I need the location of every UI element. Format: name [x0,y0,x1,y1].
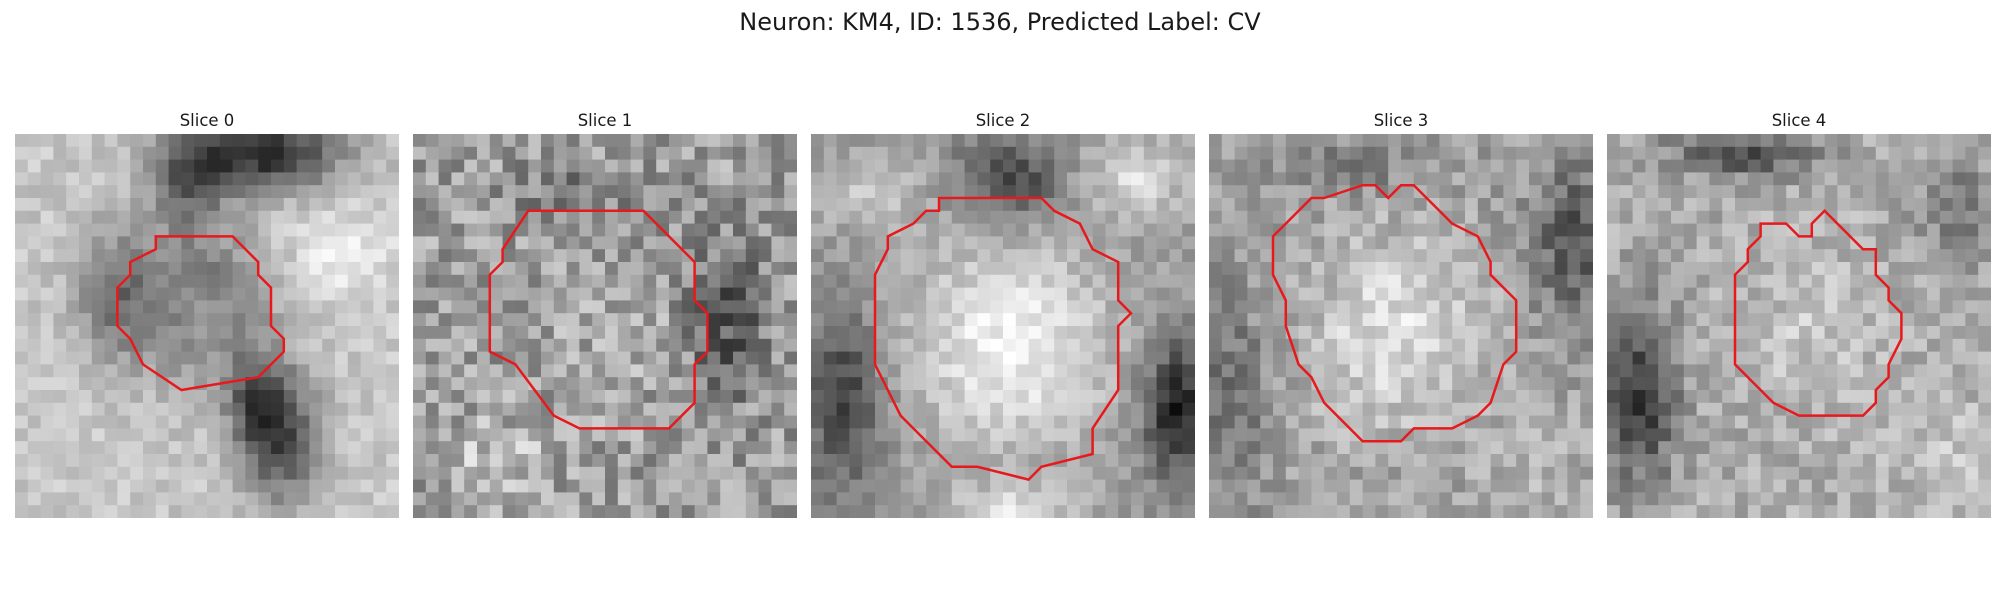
slice-title: Slice 1 [577,111,633,130]
slice-image [15,134,399,518]
slice-panel-1: Slice 1 [413,108,797,518]
slice-panel-4: Slice 4 [1607,108,1991,518]
slice-panel-2: Slice 2 [811,108,1195,518]
slice-image [1607,134,1991,518]
slice-panel-0: Slice 0 [15,108,399,518]
slice-panel-3: Slice 3 [1209,108,1593,518]
grayscale-pixels [1607,134,1991,518]
neuron-contour [1271,183,1518,443]
neuron-contour [873,196,1133,481]
neuron-contour [488,209,709,430]
slice-title: Slice 3 [1373,111,1429,130]
slice-image [811,134,1195,518]
slice-title: Slice 2 [975,111,1031,130]
grayscale-pixels [811,134,1195,518]
neuron-contour [1733,209,1903,417]
grayscale-pixels [15,134,399,518]
grayscale-pixels [1209,134,1593,518]
slice-image [1209,134,1593,518]
slice-title: Slice 4 [1771,111,1827,130]
grayscale-pixels [413,134,797,518]
figure-title: Neuron: KM4, ID: 1536, Predicted Label: … [739,8,1261,36]
neuron-contour [116,235,286,392]
slice-title: Slice 0 [179,111,235,130]
slice-image [413,134,797,518]
